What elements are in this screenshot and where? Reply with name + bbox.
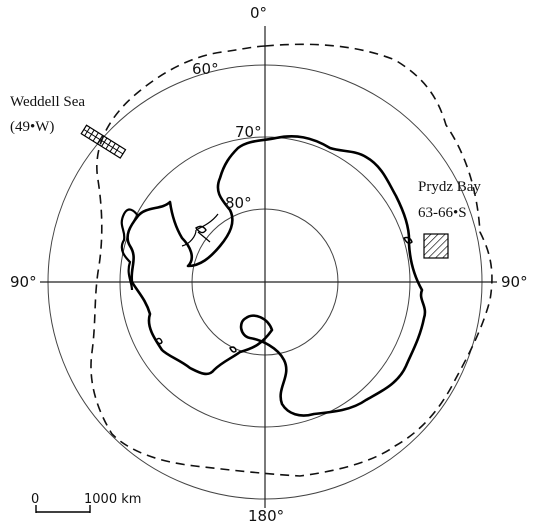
lat-label-60: 60° [192, 60, 219, 78]
island-2 [229, 346, 237, 353]
prydz-bay-study-area [423, 233, 449, 259]
lat-label-80: 80° [225, 194, 252, 212]
weddell-sea-label: Weddell Sea [10, 94, 85, 110]
weddell-sea-coords: (49•W) [10, 119, 54, 135]
prydz-bay-coords: 63-66•S [418, 205, 467, 221]
scale-bar-end: 1000 km [84, 492, 141, 507]
island-3 [403, 236, 413, 245]
prydz-bay-label: Prydz Bay [418, 179, 481, 195]
island-4 [194, 225, 207, 234]
scale-bar-start: 0 [31, 492, 39, 507]
sea-ice-edge [90, 43, 493, 477]
ice-shelf-edge [181, 213, 219, 247]
meridian-label-right: 90° [501, 273, 528, 291]
antarctic-peninsula [120, 208, 139, 291]
meridian-label-bottom: 180° [248, 507, 284, 525]
scale-bar [35, 505, 91, 513]
lat-label-70: 70° [235, 123, 262, 141]
weddell-sea-study-area [80, 124, 127, 159]
meridian-label-top: 0° [250, 4, 267, 22]
meridian-label-left: 90° [10, 273, 37, 291]
island-1 [155, 337, 163, 345]
antarctica-coastline [126, 135, 427, 417]
